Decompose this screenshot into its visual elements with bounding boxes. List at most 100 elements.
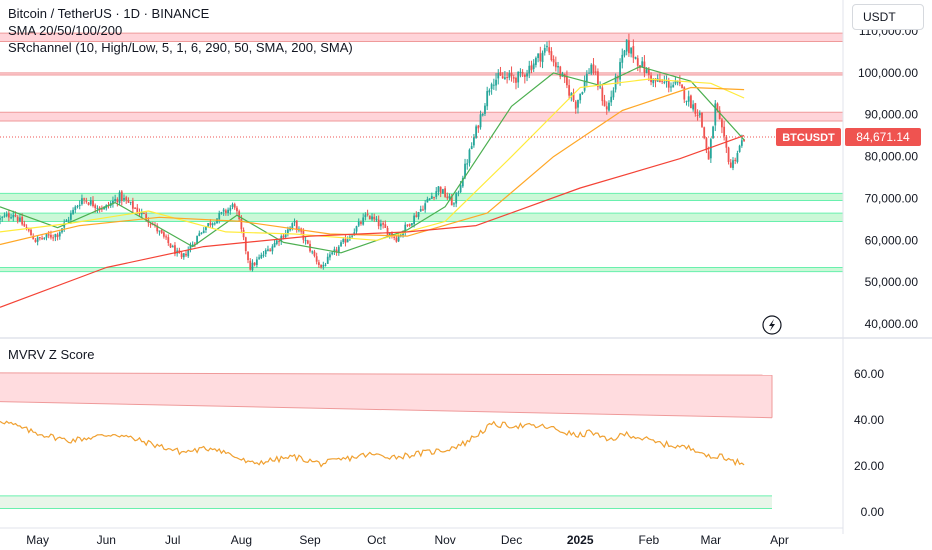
candle-body[interactable] bbox=[488, 90, 491, 93]
candle-body[interactable] bbox=[222, 209, 225, 212]
candle-body[interactable] bbox=[426, 199, 429, 203]
candle-body[interactable] bbox=[619, 62, 621, 80]
candle-body[interactable] bbox=[468, 149, 471, 163]
sma-line[interactable] bbox=[0, 78, 745, 241]
candle-body[interactable] bbox=[709, 139, 712, 159]
candle-body[interactable] bbox=[83, 198, 86, 200]
candle-body[interactable] bbox=[714, 103, 717, 126]
candle-body[interactable] bbox=[143, 212, 145, 214]
candle-body[interactable] bbox=[636, 58, 639, 66]
candle-body[interactable] bbox=[690, 95, 692, 109]
candle-body[interactable] bbox=[537, 53, 540, 58]
candle-body[interactable] bbox=[25, 227, 28, 229]
candle-body[interactable] bbox=[678, 80, 681, 84]
candle-body[interactable] bbox=[306, 240, 309, 244]
candle-body[interactable] bbox=[320, 264, 322, 268]
candle-body[interactable] bbox=[707, 151, 710, 160]
candle-body[interactable] bbox=[490, 84, 493, 90]
candle-body[interactable] bbox=[484, 105, 486, 114]
sma-line[interactable] bbox=[0, 65, 745, 254]
candle-body[interactable] bbox=[5, 213, 8, 217]
candle-body[interactable] bbox=[12, 214, 15, 218]
candle-body[interactable] bbox=[74, 206, 77, 211]
candle-body[interactable] bbox=[530, 65, 533, 71]
candle-body[interactable] bbox=[326, 256, 329, 264]
sma-line[interactable] bbox=[0, 135, 745, 308]
candle-body[interactable] bbox=[311, 251, 314, 253]
candle-body[interactable] bbox=[672, 84, 675, 88]
candle-body[interactable] bbox=[244, 237, 247, 252]
candle-body[interactable] bbox=[608, 102, 610, 111]
candle-body[interactable] bbox=[45, 234, 48, 238]
candle-body[interactable] bbox=[151, 224, 154, 226]
candle-body[interactable] bbox=[492, 84, 495, 86]
candle-body[interactable] bbox=[1, 216, 4, 218]
candle-body[interactable] bbox=[94, 205, 97, 209]
candle-body[interactable] bbox=[388, 232, 391, 236]
candle-body[interactable] bbox=[100, 208, 103, 210]
candle-body[interactable] bbox=[532, 63, 535, 69]
candle-body[interactable] bbox=[599, 86, 602, 88]
candle-body[interactable] bbox=[501, 76, 504, 79]
candle-body[interactable] bbox=[477, 125, 480, 129]
candle-body[interactable] bbox=[446, 196, 449, 199]
candle-body[interactable] bbox=[386, 228, 389, 235]
candle-body[interactable] bbox=[397, 235, 400, 242]
candle-body[interactable] bbox=[716, 103, 719, 112]
candle-body[interactable] bbox=[333, 249, 336, 253]
candle-body[interactable] bbox=[233, 204, 236, 208]
candle-body[interactable] bbox=[645, 69, 648, 74]
sma-line[interactable] bbox=[0, 86, 745, 246]
candle-body[interactable] bbox=[548, 47, 551, 53]
candle-body[interactable] bbox=[550, 51, 553, 61]
candle-body[interactable] bbox=[703, 127, 706, 139]
candle-body[interactable] bbox=[581, 92, 584, 94]
candle-body[interactable] bbox=[260, 254, 263, 259]
last-price-tag[interactable] bbox=[845, 128, 921, 147]
candle-body[interactable] bbox=[58, 232, 61, 237]
candle-body[interactable] bbox=[368, 215, 371, 220]
candle-body[interactable] bbox=[743, 139, 745, 141]
candle-body[interactable] bbox=[52, 237, 55, 239]
candle-body[interactable] bbox=[366, 213, 369, 215]
candle-body[interactable] bbox=[129, 201, 132, 203]
candle-body[interactable] bbox=[628, 40, 630, 54]
candle-body[interactable] bbox=[393, 236, 396, 238]
candle-body[interactable] bbox=[205, 226, 207, 230]
candle-body[interactable] bbox=[98, 207, 101, 209]
candle-body[interactable] bbox=[504, 77, 506, 79]
candle-body[interactable] bbox=[506, 76, 509, 78]
candle-body[interactable] bbox=[404, 224, 407, 233]
candle-body[interactable] bbox=[413, 215, 416, 225]
candle-body[interactable] bbox=[472, 137, 475, 146]
candle-body[interactable] bbox=[103, 207, 105, 210]
candle-body[interactable] bbox=[16, 216, 19, 222]
candle-body[interactable] bbox=[512, 77, 515, 79]
candle-body[interactable] bbox=[738, 145, 741, 152]
candle-body[interactable] bbox=[34, 239, 37, 242]
candle-body[interactable] bbox=[734, 159, 737, 161]
candle-body[interactable] bbox=[43, 237, 46, 239]
candle-body[interactable] bbox=[632, 46, 635, 58]
candle-body[interactable] bbox=[120, 191, 123, 201]
candle-body[interactable] bbox=[597, 71, 599, 87]
currency-button[interactable]: USDT bbox=[852, 4, 924, 30]
candle-body[interactable] bbox=[643, 61, 646, 73]
candle-body[interactable] bbox=[72, 209, 74, 214]
candle-body[interactable] bbox=[475, 126, 478, 138]
candle-body[interactable] bbox=[236, 207, 238, 212]
candle-body[interactable] bbox=[712, 126, 714, 139]
candle-body[interactable] bbox=[0, 218, 1, 220]
candle-body[interactable] bbox=[652, 79, 655, 84]
candle-body[interactable] bbox=[145, 214, 148, 220]
candle-body[interactable] bbox=[541, 52, 544, 63]
candle-body[interactable] bbox=[610, 96, 613, 103]
candle-body[interactable] bbox=[140, 212, 143, 215]
candle-body[interactable] bbox=[601, 87, 604, 102]
candle-body[interactable] bbox=[171, 246, 174, 248]
candle-body[interactable] bbox=[497, 73, 500, 79]
candle-body[interactable] bbox=[69, 213, 72, 220]
candle-body[interactable] bbox=[282, 235, 285, 238]
candle-body[interactable] bbox=[667, 81, 670, 88]
candle-body[interactable] bbox=[114, 198, 117, 202]
